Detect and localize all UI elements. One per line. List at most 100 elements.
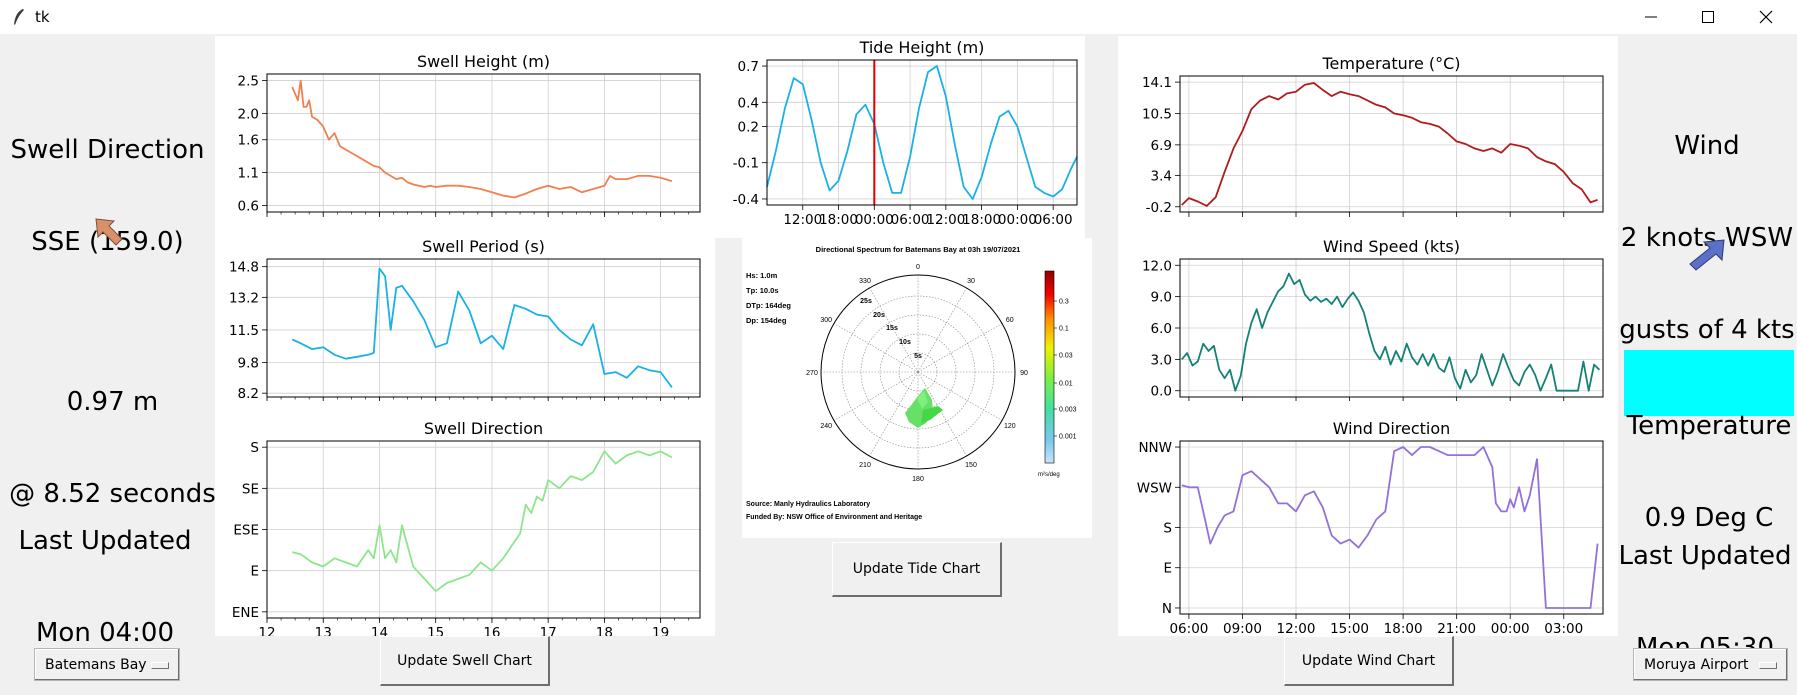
y-tick-label: 13.2 (229, 290, 259, 306)
direction-spoke (869, 287, 919, 373)
direction-spoke (917, 371, 1003, 421)
colorbar-tick-label: 0.03 (1059, 353, 1073, 360)
y-tick-label: -0.4 (733, 192, 759, 208)
spectrum-title: Directional Spectrum for Batemans Bay at… (816, 245, 1021, 254)
swell-direction-title: Swell Direction (10, 135, 205, 166)
y-tick-label: 0.0 (1151, 384, 1172, 400)
close-button[interactable] (1738, 0, 1794, 34)
y-tick-label: ENE (232, 605, 259, 621)
y-tick-label: 9.0 (1151, 290, 1172, 306)
chart-title: Swell Direction (424, 419, 543, 438)
x-tick-label: 16 (483, 625, 500, 636)
y-tick-label: E (1163, 561, 1172, 577)
directional-spectrum-image: Directional Spectrum for Batemans Bay at… (742, 238, 1092, 538)
y-tick-label: S (1163, 521, 1172, 537)
period-label: 5s (914, 353, 922, 360)
swell-height-value: 0.97 m (66, 387, 159, 418)
swell-charts-panel: Swell Height (m) 0.6 1.1 1.6 2.0 2.5 Swell Pe… (215, 36, 715, 636)
swell-direction-arrow-icon (95, 218, 123, 246)
update-wind-chart-button[interactable]: Update Wind Chart (1284, 636, 1454, 686)
x-tick-label: 15:00 (1330, 621, 1369, 636)
series-line (1181, 82, 1598, 207)
angle-label: 30 (967, 278, 975, 285)
y-tick-label: -0.2 (1146, 200, 1172, 216)
period-label: 15s (886, 325, 898, 332)
dropdown-indicator-icon (151, 662, 169, 669)
x-tick-label: 03:00 (1544, 621, 1583, 636)
y-tick-label: 11.5 (229, 323, 259, 339)
angle-label: 300 (820, 317, 832, 324)
range-ring (879, 333, 957, 411)
chart-title: Swell Period (s) (422, 237, 545, 256)
chart-title: Temperature (°C) (1321, 54, 1460, 73)
minimize-button[interactable] (1623, 0, 1679, 34)
chart-title: Wind Direction (1333, 419, 1451, 438)
feather-icon (14, 9, 24, 25)
angle-label: 90 (1020, 370, 1028, 377)
colorbar-tick-label: 0.01 (1059, 381, 1073, 388)
angle-label: 330 (859, 278, 871, 285)
maximize-icon (1702, 11, 1714, 23)
x-tick-label: 12:00 (783, 212, 822, 228)
x-tick-label: 17 (540, 625, 557, 636)
period-label: 20s (873, 312, 885, 319)
y-tick-label: 1.6 (238, 133, 259, 149)
update-swell-chart-button[interactable]: Update Swell Chart (380, 636, 550, 686)
chart-title: Tide Height (m) (859, 38, 985, 57)
x-tick-label: 06:00 (891, 212, 930, 228)
plot-frame (1179, 75, 1604, 213)
x-tick-label: 12 (258, 625, 275, 636)
spectrum-source: Source: Manly Hydraulics Laboratory (746, 501, 870, 508)
location-select[interactable]: Batemans Bay (34, 648, 180, 681)
y-tick-label: 14.8 (229, 260, 259, 276)
angle-label: 270 (806, 370, 818, 377)
temperature-value: 0.9 Deg C (1644, 503, 1774, 534)
x-tick-label: 06:00 (1034, 212, 1073, 228)
wind-readout: Wind 2 knots WSW gusts of 4 kts (1617, 70, 1797, 377)
x-tick-label: 18:00 (819, 212, 858, 228)
maximize-button[interactable] (1680, 0, 1736, 34)
spectrum-dp: Dp: 154deg (746, 316, 787, 325)
window-title: tk (35, 8, 50, 26)
y-tick-label: 6.0 (1151, 321, 1172, 337)
temperature-label: Temperature (1626, 411, 1792, 442)
direction-spoke (833, 371, 919, 421)
y-tick-label: 0.2 (738, 119, 759, 135)
tide-chart-panel: Tide Height (m) -0.4 -0.1 0.2 0.4 0.7 12:00 18:… (715, 36, 1085, 238)
x-tick-label: 18 (596, 625, 613, 636)
series-line (766, 65, 1078, 200)
swell-period-value: @ 8.52 seconds (9, 479, 216, 510)
x-tick-label: 12:00 (926, 212, 965, 228)
plot-frame (766, 59, 1078, 206)
x-tick-label: 21:00 (1437, 621, 1476, 636)
wind-direction-arrow-icon (1689, 239, 1725, 271)
y-tick-label: -0.1 (733, 156, 759, 172)
y-tick-label: 10.5 (1142, 106, 1172, 122)
x-tick-label: 06:00 (1169, 621, 1208, 636)
y-tick-label: 3.0 (1151, 352, 1172, 368)
update-tide-chart-button[interactable]: Update Tide Chart (832, 542, 1002, 597)
y-tick-label: 6.9 (1151, 138, 1172, 154)
direction-spoke (869, 371, 919, 457)
y-tick-label: 0.4 (738, 95, 759, 111)
direction-spoke (917, 287, 967, 373)
x-tick-label: 19 (652, 625, 669, 636)
y-tick-label: 3.4 (1151, 168, 1172, 184)
plot-frame (266, 440, 701, 619)
swell-summary: 0.97 m @ 8.52 seconds (5, 326, 220, 541)
y-tick-label: SE (242, 481, 259, 497)
wind-gusts: gusts of 4 kts (1619, 315, 1795, 346)
colorbar-tick-label: 0.003 (1059, 407, 1077, 414)
station-select[interactable]: Moruya Airport (1633, 648, 1788, 681)
period-label: 10s (899, 339, 911, 346)
period-label: 25s (860, 298, 872, 305)
wind-direction-chart: Wind Direction N E S WSW NNW 06:00 09:00 12:00 15… (1137, 419, 1604, 636)
series-line (292, 450, 673, 593)
y-tick-label: S (250, 440, 259, 456)
angle-label: 150 (965, 462, 977, 469)
polar-grid: 0 30 60 90 120 150 180 210 240 270 300 330 25s20s15s… (806, 264, 1028, 483)
angle-label: 210 (859, 462, 871, 469)
station-select-value: Moruya Airport (1644, 656, 1749, 673)
x-tick-label: 12:00 (1277, 621, 1316, 636)
direction-spoke (833, 323, 919, 373)
